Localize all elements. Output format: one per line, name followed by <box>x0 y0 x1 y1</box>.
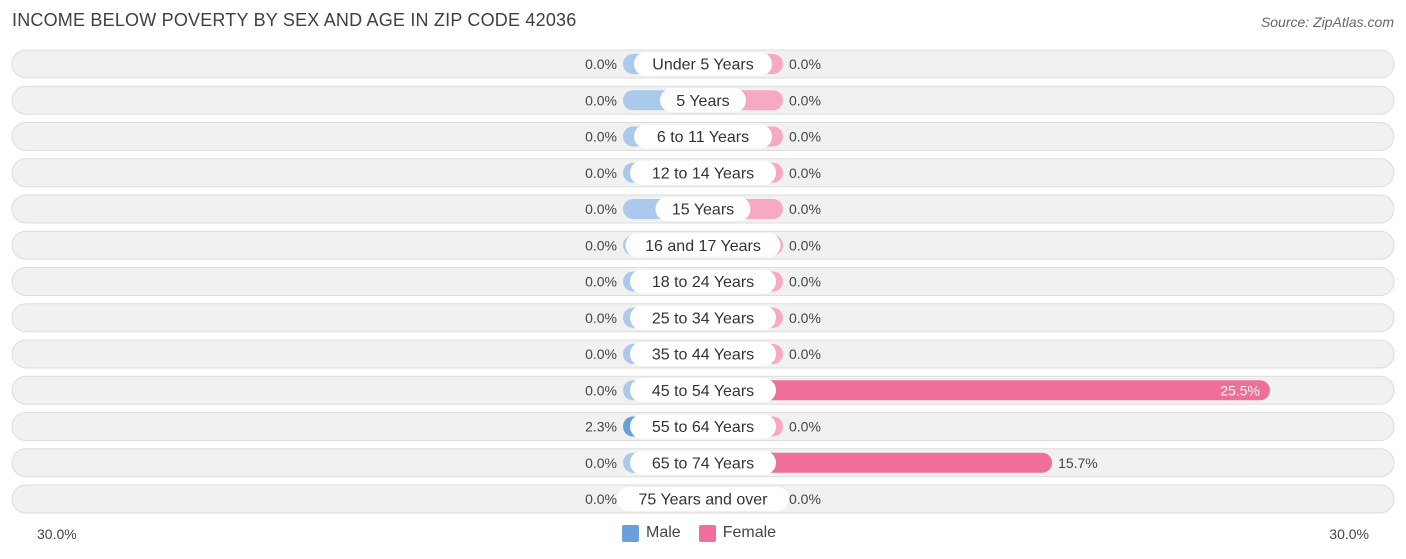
category-label: 6 to 11 Years <box>657 129 749 146</box>
female-value-label: 0.0% <box>789 237 821 253</box>
category-pill <box>630 305 776 330</box>
female-value-label: 0.0% <box>789 56 821 72</box>
female-value-label: 0.0% <box>789 201 821 217</box>
male-value-label: 0.0% <box>585 56 617 72</box>
category-label: 55 to 64 Years <box>652 419 754 436</box>
female-value-label: 0.0% <box>789 274 821 290</box>
male-value-label: 0.0% <box>585 310 617 326</box>
category-label: 5 Years <box>676 93 729 110</box>
category-label: 18 to 24 Years <box>652 274 754 291</box>
chart-plot: 0.0% 0.0% Under 5 Years 0.0% 0.0% 5 Years 0.0%… <box>11 49 1395 514</box>
female-value-label: 0.0% <box>789 419 821 435</box>
male-value-label: 2.3% <box>585 419 617 435</box>
female-bar <box>703 380 1270 401</box>
female-value-label: 0.0% <box>789 310 821 326</box>
category-label: 16 and 17 Years <box>645 238 761 255</box>
category-label: 25 to 34 Years <box>652 310 754 327</box>
category-label: 65 to 74 Years <box>652 455 754 472</box>
category-pill <box>630 450 776 475</box>
category-pill <box>634 52 772 76</box>
legend-item-female[interactable]: Female <box>698 524 777 542</box>
category-pill <box>630 414 776 439</box>
male-value-label: 0.0% <box>585 165 617 181</box>
legend-item-male[interactable]: Male <box>622 524 681 542</box>
female-value-label: 25.5% <box>1220 382 1260 398</box>
male-value-label: 0.0% <box>585 92 617 108</box>
category-pill <box>655 197 751 221</box>
female-value-label: 0.0% <box>789 346 821 362</box>
category-label: Under 5 Years <box>652 57 753 74</box>
female-value-label: 15.7% <box>1058 455 1098 471</box>
male-value-label: 0.0% <box>585 201 617 217</box>
female-value-label: 0.0% <box>789 491 821 507</box>
legend-label-male: Male <box>646 524 681 541</box>
male-value-label: 0.0% <box>585 491 617 507</box>
axis-max-label: 30.0% <box>1329 526 1369 542</box>
chart-title: INCOME BELOW POVERTY BY SEX AND AGE IN Z… <box>12 10 577 30</box>
category-label: 35 to 44 Years <box>652 347 754 364</box>
female-swatch <box>698 524 716 542</box>
male-value-label: 0.0% <box>585 274 617 290</box>
female-value-label: 0.0% <box>789 92 821 108</box>
category-pill <box>630 378 776 403</box>
female-value-label: 0.0% <box>789 165 821 181</box>
male-value-label: 0.0% <box>585 382 617 398</box>
axis-min-label: 30.0% <box>37 526 77 542</box>
legend: Male Female <box>622 524 776 542</box>
category-label: 15 Years <box>672 202 734 219</box>
category-pill <box>625 233 781 258</box>
category-pill <box>630 269 776 294</box>
category-pill <box>634 124 772 149</box>
category-label: 75 Years and over <box>639 492 769 509</box>
legend-label-female: Female <box>722 524 777 541</box>
male-value-label: 0.0% <box>585 455 617 471</box>
male-value-label: 0.0% <box>585 129 617 145</box>
category-pill <box>630 160 776 185</box>
category-label: 45 to 54 Years <box>652 383 754 400</box>
female-value-label: 0.0% <box>789 129 821 145</box>
category-label: 12 to 14 Years <box>652 165 754 182</box>
category-pill <box>660 88 746 113</box>
male-swatch <box>622 524 639 542</box>
category-pill <box>617 487 789 511</box>
male-value-label: 0.0% <box>585 237 617 253</box>
source-credit: Source: ZipAtlas.com <box>1260 14 1394 30</box>
male-value-label: 0.0% <box>585 346 617 362</box>
category-pill <box>630 342 776 366</box>
female-bar <box>703 452 1053 473</box>
